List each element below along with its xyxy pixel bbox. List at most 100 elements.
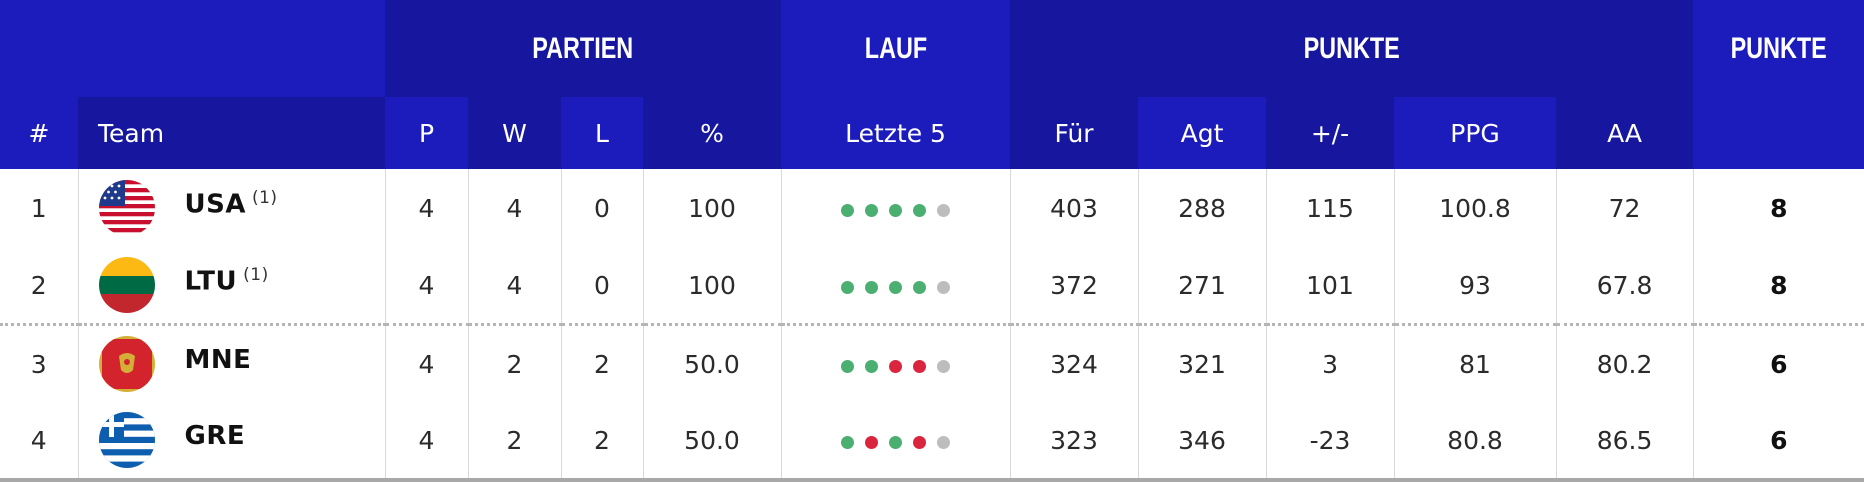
group-header-partien: PARTIEN <box>385 0 782 97</box>
team-note: (1) <box>243 265 269 286</box>
team-name[interactable]: USA (1) <box>184 188 278 220</box>
win-pct-cell: 100 <box>642 247 782 326</box>
last5-cell <box>780 169 1011 247</box>
points-for-cell: 324 <box>1009 324 1139 402</box>
rank-cell: 2 <box>0 247 78 326</box>
rank-cell: 1 <box>30 193 47 223</box>
point-diff-cell: -23 <box>1265 402 1395 482</box>
aa-cell: 80.2 <box>1555 324 1694 402</box>
team-cell[interactable]: GRE <box>77 402 385 482</box>
last5-cell <box>780 324 1011 402</box>
rank-cell: 3 <box>30 349 47 379</box>
ppg-cell: 93 <box>1393 247 1557 326</box>
team-note: (1) <box>251 188 278 209</box>
games-played-cell: 4 <box>384 247 468 326</box>
group-header-punkte: PUNKTE <box>1693 0 1864 97</box>
team-cell[interactable]: LTU (1) <box>77 247 385 326</box>
form-loss-dot <box>889 359 903 373</box>
points-against-cell: 321 <box>1137 324 1267 402</box>
form-pending-dot <box>937 435 951 449</box>
form-win-dot <box>865 203 879 217</box>
col-w-header[interactable]: W <box>468 97 561 169</box>
table-row[interactable]: 4 GRE 4 2 2 50.0 323 346 -23 80.8 86.5 6 <box>0 402 1864 482</box>
losses-cell: 2 <box>560 402 643 482</box>
form-win-dot <box>889 435 903 449</box>
standing-points-cell: 6 <box>1692 324 1864 402</box>
col-rank-header[interactable]: # <box>0 97 78 169</box>
wins-cell: 4 <box>467 169 561 247</box>
points-against-cell: 288 <box>1137 169 1267 247</box>
standing-points-cell: 8 <box>1692 169 1864 247</box>
form-win-dot <box>889 280 903 294</box>
last5-cell <box>780 402 1011 482</box>
points-against-cell: 346 <box>1137 402 1267 482</box>
point-diff-cell: 3 <box>1265 324 1395 402</box>
form-win-dot <box>841 435 855 449</box>
ppg-cell: 81 <box>1393 324 1557 402</box>
col-last5-header[interactable]: Letzte 5 <box>781 97 1011 169</box>
col-pct-header[interactable]: % <box>643 97 782 169</box>
col-team-header[interactable]: Team <box>78 97 385 169</box>
losses-cell: 0 <box>560 169 643 247</box>
montenegro-flag-icon <box>98 336 155 392</box>
group-header-punkte-stats: PUNKTE <box>1010 0 1694 97</box>
form-loss-dot <box>865 435 879 449</box>
form-win-dot <box>913 203 927 217</box>
form-dots <box>841 203 951 217</box>
form-loss-dot <box>913 435 927 449</box>
group-header-row: PARTIEN LAUF PUNKTE PUNKTE <box>0 0 1864 97</box>
form-win-dot <box>865 280 879 294</box>
usa-flag-icon <box>98 180 155 236</box>
column-header-row: # Team P W L % Letzte 5 Für Agt +/- PPG … <box>0 97 1864 169</box>
table-row[interactable]: 1 USA (1) 4 4 0 100 403 288 115 100.8 72 8 <box>0 169 1864 247</box>
col-fur-header[interactable]: Für <box>1010 97 1139 169</box>
form-win-dot <box>865 359 879 373</box>
games-played-cell: 4 <box>384 402 468 482</box>
team-name[interactable]: GRE <box>184 421 246 451</box>
aa-cell: 67.8 <box>1555 247 1694 326</box>
col-pts-header <box>1693 97 1864 169</box>
aa-cell: 86.5 <box>1555 402 1694 482</box>
form-pending-dot <box>937 203 951 217</box>
form-win-dot <box>841 203 855 217</box>
win-pct-cell: 100 <box>642 169 782 247</box>
group-header-blank <box>0 0 385 97</box>
col-ppg-header[interactable]: PPG <box>1394 97 1557 169</box>
aa-cell: 72 <box>1555 169 1694 247</box>
form-loss-dot <box>913 359 927 373</box>
point-diff-cell: 115 <box>1265 169 1395 247</box>
col-diff-header[interactable]: +/- <box>1266 97 1395 169</box>
team-cell[interactable]: USA (1) <box>77 169 385 247</box>
team-cell[interactable]: MNE <box>77 324 385 402</box>
form-win-dot <box>841 280 855 294</box>
standing-points-cell: 6 <box>1692 402 1864 482</box>
col-p-header[interactable]: P <box>385 97 468 169</box>
form-pending-dot <box>937 359 951 373</box>
point-diff-cell: 101 <box>1265 247 1395 326</box>
form-pending-dot <box>937 280 951 294</box>
losses-cell: 0 <box>560 247 643 326</box>
points-for-cell: 372 <box>1009 247 1139 326</box>
wins-cell: 4 <box>467 247 561 326</box>
win-pct-cell: 50.0 <box>642 402 782 482</box>
table-row[interactable]: 2 LTU (1) 4 4 0 100 372 271 101 93 67.8 8 <box>0 247 1864 326</box>
col-aa-header[interactable]: AA <box>1556 97 1694 169</box>
wins-cell: 2 <box>467 402 561 482</box>
form-win-dot <box>841 359 855 373</box>
team-name[interactable]: MNE <box>184 345 252 375</box>
last5-cell <box>780 247 1011 326</box>
table-row[interactable]: 3 MNE 4 2 2 50.0 324 321 3 81 80.2 6 <box>0 324 1864 402</box>
greece-flag-icon <box>98 412 155 468</box>
ppg-cell: 100.8 <box>1393 169 1557 247</box>
group-header-lauf: LAUF <box>781 0 1011 97</box>
form-dots <box>841 435 951 449</box>
games-played-cell: 4 <box>384 169 468 247</box>
form-win-dot <box>913 280 927 294</box>
col-agt-header[interactable]: Agt <box>1138 97 1267 169</box>
wins-cell: 2 <box>467 324 561 402</box>
lithuania-flag-icon <box>98 257 155 313</box>
team-name[interactable]: LTU (1) <box>184 265 269 297</box>
col-l-header[interactable]: L <box>561 97 643 169</box>
points-against-cell: 271 <box>1137 247 1267 326</box>
rank-cell: 4 <box>0 402 78 482</box>
